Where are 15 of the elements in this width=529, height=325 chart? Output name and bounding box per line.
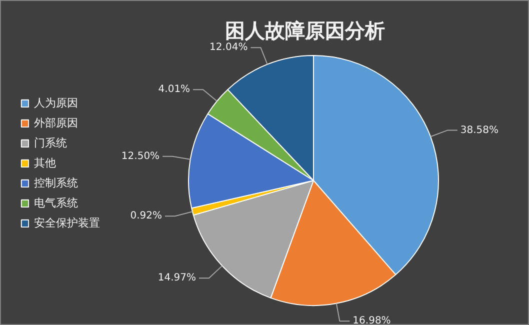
data-label: 0.92% bbox=[130, 210, 162, 222]
legend-label: 外部原因 bbox=[34, 115, 78, 130]
data-label: 4.01% bbox=[158, 84, 190, 96]
legend-label: 电气系统 bbox=[34, 195, 78, 210]
legend-label: 安全保护装置 bbox=[34, 215, 100, 230]
data-label: 38.58% bbox=[460, 124, 499, 136]
legend-label: 控制系统 bbox=[34, 175, 78, 190]
legend-label: 门系统 bbox=[34, 135, 67, 150]
data-label: 12.04% bbox=[210, 42, 248, 54]
data-label: 12.50% bbox=[121, 150, 160, 162]
data-label: 16.98% bbox=[352, 316, 391, 325]
legend-label: 其他 bbox=[34, 155, 56, 170]
chart-title: 困人故障原因分析 bbox=[225, 18, 385, 42]
data-label: 14.97% bbox=[158, 272, 196, 284]
legend-label: 人为原因 bbox=[34, 95, 78, 110]
